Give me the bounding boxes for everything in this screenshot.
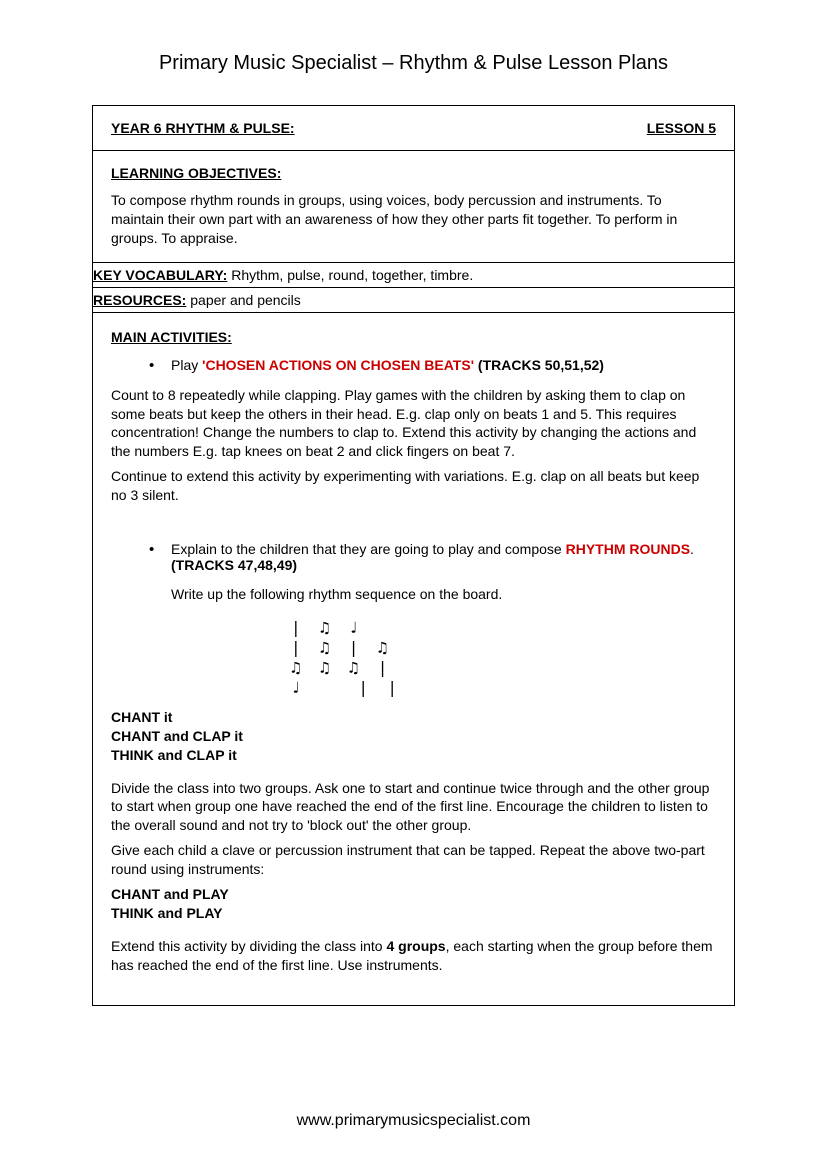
activities-section: MAIN ACTIVITIES: Play 'CHOSEN ACTIONS ON… — [93, 313, 734, 1005]
chant-block-1: CHANT it CHANT and CLAP it THINK and CLA… — [111, 708, 716, 765]
bullet1-prefix: Play — [171, 357, 202, 373]
resources-section: RESOURCES: paper and pencils — [93, 288, 734, 313]
bullet2-line2: (TRACKS 47,48,49) — [171, 557, 297, 573]
activity-para-3: Give each child a clave or percussion in… — [111, 841, 716, 879]
bullet-item-2: Explain to the children that they are go… — [149, 541, 716, 573]
para4-b: 4 groups — [386, 938, 445, 954]
activity-para-4: Extend this activity by dividing the cla… — [111, 937, 716, 975]
objectives-text: To compose rhythm rounds in groups, usin… — [111, 191, 716, 248]
key-vocab-heading: KEY VOCABULARY: — [93, 267, 227, 283]
write-up-text: Write up the following rhythm sequence o… — [171, 585, 716, 604]
bullet1-red: 'CHOSEN ACTIONS ON CHOSEN BEATS' — [202, 357, 474, 373]
resources-text: paper and pencils — [186, 292, 300, 308]
chant-block-2: CHANT and PLAY THINK and PLAY — [111, 885, 716, 923]
objectives-heading: LEARNING OBJECTIVES: — [111, 165, 716, 181]
para4-a: Extend this activity by dividing the cla… — [111, 938, 386, 954]
activity-para-1: Count to 8 repeatedly while clapping. Pl… — [111, 386, 716, 462]
header-section: YEAR 6 RHYTHM & PULSE: LESSON 5 — [93, 106, 734, 151]
rhythm-notation: | ♫ ♩ | ♫ | ♫ ♫ ♫ ♫ | ♩ | | — [291, 618, 716, 698]
key-vocab-text: Rhythm, pulse, round, together, timbre. — [227, 267, 473, 283]
bullet2-prefix: Explain to the children that they are go… — [171, 541, 566, 557]
header-left: YEAR 6 RHYTHM & PULSE: — [111, 120, 295, 136]
header-right: LESSON 5 — [647, 120, 716, 136]
bullet-icon — [149, 541, 171, 573]
activity-para-2: Divide the class into two groups. Ask on… — [111, 779, 716, 836]
bullet2-red: RHYTHM ROUNDS — [566, 541, 690, 557]
resources-heading: RESOURCES: — [93, 292, 186, 308]
bullet-item-1: Play 'CHOSEN ACTIONS ON CHOSEN BEATS' (T… — [149, 357, 716, 374]
activity-para-1b: Continue to extend this activity by expe… — [111, 467, 716, 505]
footer-url: www.primarymusicspecialist.com — [0, 1112, 827, 1130]
bullet1-suffix: (TRACKS 50,51,52) — [474, 357, 604, 373]
objectives-section: LEARNING OBJECTIVES: To compose rhythm r… — [93, 151, 734, 263]
activities-heading: MAIN ACTIVITIES: — [111, 329, 716, 345]
key-vocab-section: KEY VOCABULARY: Rhythm, pulse, round, to… — [93, 263, 734, 288]
bullet-icon — [149, 357, 171, 374]
lesson-plan-box: YEAR 6 RHYTHM & PULSE: LESSON 5 LEARNING… — [92, 105, 735, 1006]
bullet2-suffix: . — [690, 541, 694, 557]
page-title: Primary Music Specialist – Rhythm & Puls… — [0, 0, 827, 105]
